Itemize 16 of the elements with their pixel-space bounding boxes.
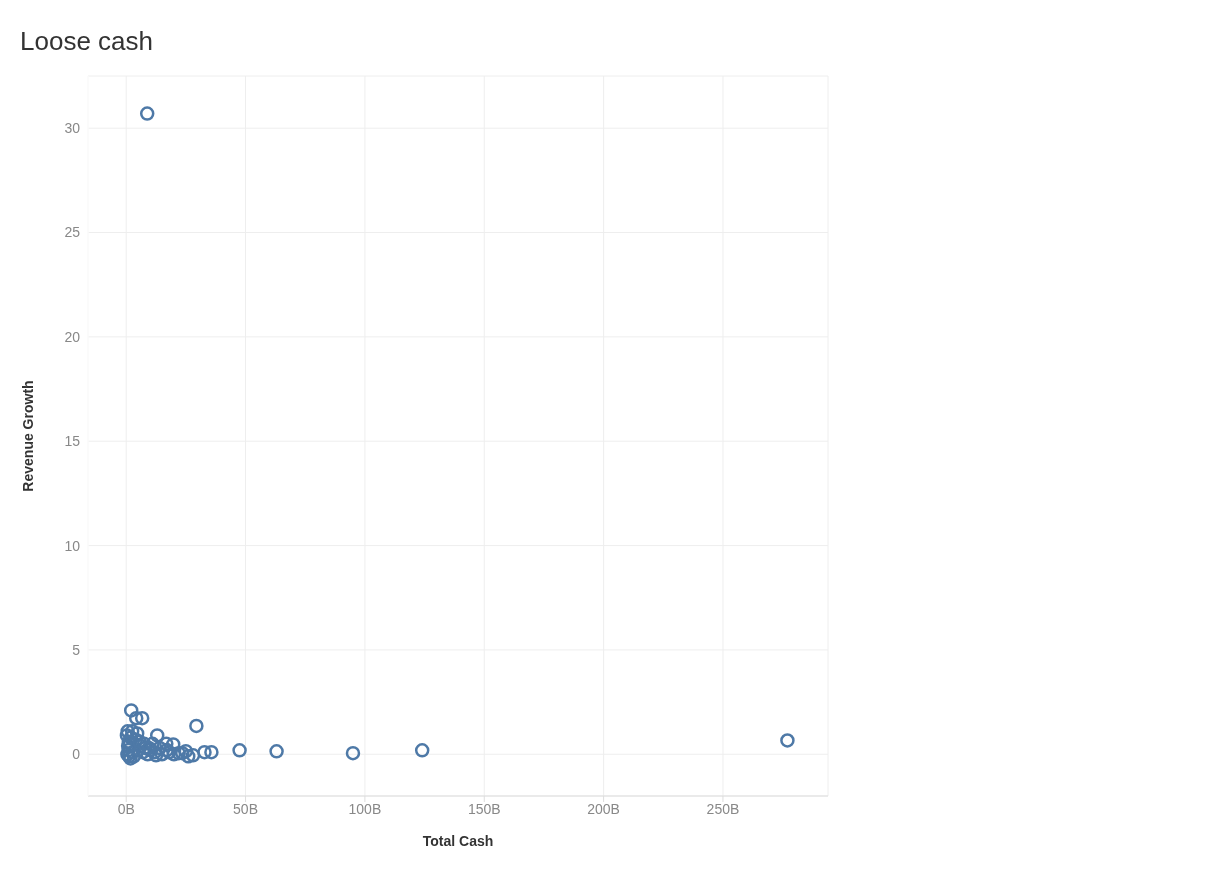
y-tick-label: 15 — [64, 433, 81, 450]
x-tick-label: 100B — [348, 800, 382, 817]
x-axis-title: Total Cash — [422, 833, 494, 849]
y-tick-label: 0 — [72, 746, 81, 763]
y-tick-label: 25 — [64, 224, 81, 241]
y-tick-label: 5 — [72, 641, 81, 658]
y-tick-label: 30 — [64, 120, 81, 137]
y-axis-title: Revenue Growth — [19, 380, 36, 492]
y-tick-label: 10 — [64, 537, 81, 554]
y-tick-label: 20 — [64, 328, 81, 345]
x-tick-label: 50B — [233, 800, 259, 817]
x-tick-label: 250B — [706, 800, 740, 817]
x-tick-label: 150B — [467, 800, 501, 817]
chart-title: Loose cash — [19, 25, 154, 58]
x-tick-label: 0B — [117, 800, 135, 817]
x-tick-label: 200B — [587, 800, 620, 817]
